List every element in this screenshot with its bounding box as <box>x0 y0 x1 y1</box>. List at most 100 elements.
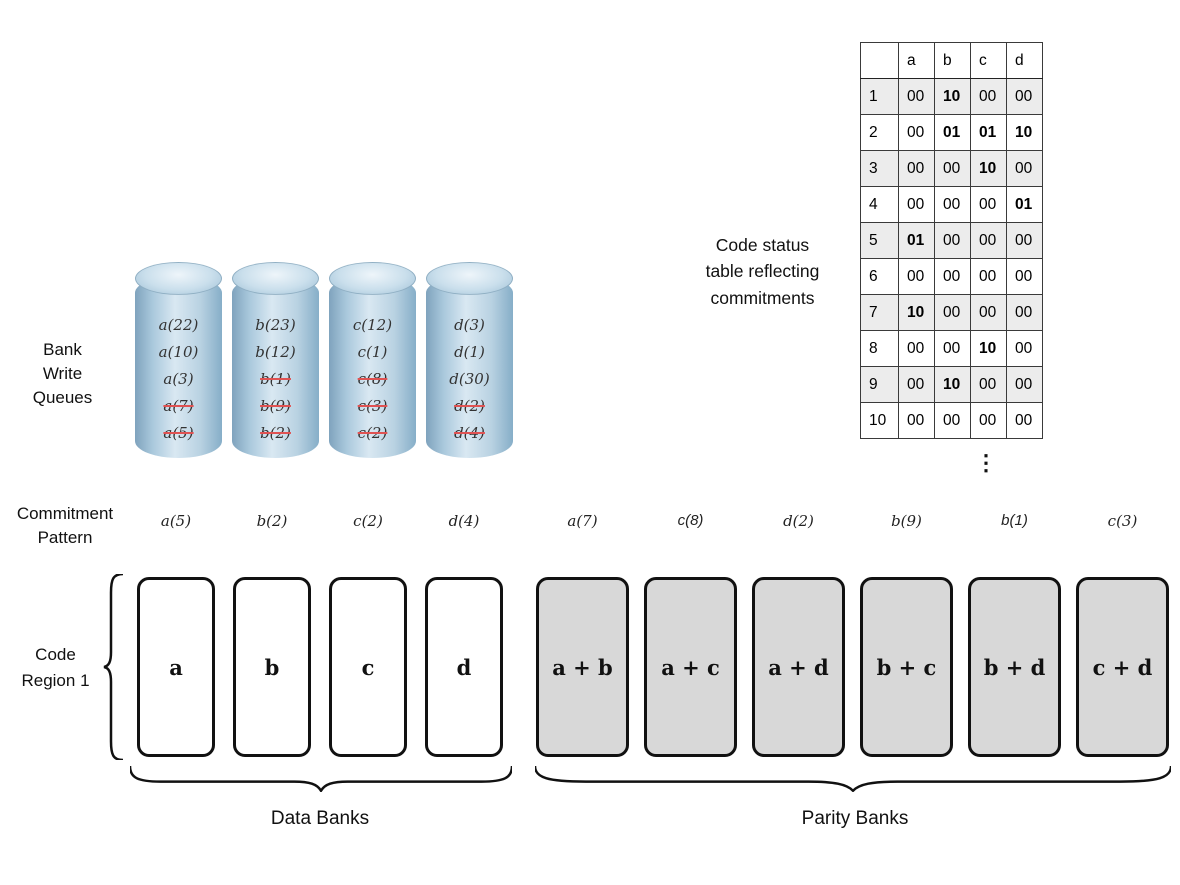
status-cell: 00 <box>934 402 971 439</box>
queue-entry: d(3) <box>454 316 485 334</box>
status-cell: 00 <box>934 294 971 331</box>
data-bank-d: d <box>425 577 503 757</box>
status-cell: 00 <box>970 186 1007 223</box>
queue-entry: b(12) <box>255 343 296 361</box>
status-cell: 00 <box>970 294 1007 331</box>
status-cell: 00 <box>934 186 971 223</box>
status-cell: 00 <box>1006 222 1043 259</box>
status-cell: 00 <box>1006 294 1043 331</box>
commitment-pattern-item: a(5) <box>160 512 192 530</box>
status-cell: 01 <box>1006 186 1043 223</box>
commitment-pattern-item: c(3) <box>1107 512 1138 530</box>
column-header <box>860 42 899 79</box>
commitment-pattern-data-row: a(5) b(2) c(2) d(4) <box>137 512 503 530</box>
status-cell: 10 <box>898 294 935 331</box>
queue-entries: c(12) c(1) c(8) c(3) c(2) <box>329 312 416 447</box>
column-header: a <box>898 42 935 79</box>
commitment-pattern-parity-row: a(7) c(8) d(2) b(9) b(1) c(3) <box>536 512 1169 530</box>
bank-write-queues-label: Bank Write Queues <box>32 340 93 407</box>
queue-cylinder-a: a(22) a(10) a(3) a(7) a(5) <box>135 262 222 458</box>
parity-bank-b+c: b + c <box>860 577 953 757</box>
cylinder-top-icon <box>426 262 513 295</box>
queue-entry: a(7) <box>163 397 194 415</box>
status-cell: 00 <box>970 402 1007 439</box>
status-cell: 00 <box>898 366 935 403</box>
row-label: 6 <box>860 258 899 295</box>
parity-banks-brace <box>535 766 1171 792</box>
commitment-pattern-item: d(2) <box>783 512 814 530</box>
commitment-pattern-label: Commitment Pattern <box>16 504 114 547</box>
queue-cylinder-b: b(23) b(12) b(1) b(9) b(2) <box>232 262 319 458</box>
status-cell: 10 <box>934 366 971 403</box>
data-bank-b: b <box>233 577 311 757</box>
data-bank-c: c <box>329 577 407 757</box>
status-cell: 00 <box>1006 150 1043 187</box>
status-cell: 00 <box>898 150 935 187</box>
status-table-row: 7 10 00 00 00 <box>860 294 1043 331</box>
parity-bank-a+b: a + b <box>536 577 629 757</box>
queue-entry: c(12) <box>352 316 393 334</box>
cylinder-body <box>232 276 319 458</box>
status-table-row: 5 01 00 00 00 <box>860 222 1043 259</box>
status-table-row: 6 00 00 00 00 <box>860 258 1043 295</box>
status-cell: 00 <box>898 402 935 439</box>
queue-entry: a(22) <box>158 316 199 334</box>
parity-bank-c+d: c + d <box>1076 577 1169 757</box>
cylinder-top-icon <box>135 262 222 295</box>
status-table-row: 10 00 00 00 00 <box>860 402 1043 439</box>
queue-cylinder-c: c(12) c(1) c(8) c(3) c(2) <box>329 262 416 458</box>
queue-entry: b(23) <box>255 316 296 334</box>
queue-cylinder-d: d(3) d(1) d(30) d(2) d(4) <box>426 262 513 458</box>
status-cell: 10 <box>1006 114 1043 151</box>
status-cell: 00 <box>898 186 935 223</box>
cylinder-body <box>135 276 222 458</box>
row-label: 5 <box>860 222 899 259</box>
parity-bank-b+d: b + d <box>968 577 1061 757</box>
queue-entries: a(22) a(10) a(3) a(7) a(5) <box>135 312 222 447</box>
status-table-row: 3 00 00 10 00 <box>860 150 1043 187</box>
status-cell: 00 <box>1006 330 1043 367</box>
queue-entry: d(4) <box>454 424 485 442</box>
queue-entry: b(2) <box>260 424 291 442</box>
status-cell: 00 <box>898 114 935 151</box>
queue-entries: d(3) d(1) d(30) d(2) d(4) <box>426 312 513 447</box>
queue-entry: d(1) <box>454 343 485 361</box>
row-label: 8 <box>860 330 899 367</box>
row-label: 7 <box>860 294 899 331</box>
column-header: b <box>934 42 971 79</box>
cylinder-body <box>329 276 416 458</box>
status-cell: 00 <box>898 330 935 367</box>
column-header: d <box>1006 42 1043 79</box>
status-cell: 10 <box>970 150 1007 187</box>
queue-entry: b(1) <box>260 370 291 388</box>
commitment-pattern-item: b(1) <box>1001 512 1028 529</box>
status-table-caption: Code status table reflecting commitments <box>705 235 820 308</box>
status-cell: 10 <box>934 78 971 115</box>
status-cell: 01 <box>934 114 971 151</box>
status-cell: 00 <box>934 258 971 295</box>
table-continuation-ellipsis: ⋮ <box>975 450 997 475</box>
status-cell: 00 <box>1006 258 1043 295</box>
queue-entry: a(10) <box>158 343 199 361</box>
status-cell: 00 <box>970 222 1007 259</box>
queue-entry: d(2) <box>454 397 485 415</box>
queue-entry: a(5) <box>163 424 194 442</box>
queue-entry: c(3) <box>357 397 388 415</box>
cylinder-body <box>426 276 513 458</box>
queue-entry: c(8) <box>357 370 388 388</box>
status-cell: 00 <box>970 78 1007 115</box>
parity-banks-caption: Parity Banks <box>801 808 909 829</box>
status-cell: 01 <box>898 222 935 259</box>
status-cell: 00 <box>1006 366 1043 403</box>
status-cell: 10 <box>970 330 1007 367</box>
queue-entry: c(1) <box>357 343 388 361</box>
data-banks-brace <box>130 766 512 792</box>
status-table-row: 1 00 10 00 00 <box>860 78 1043 115</box>
status-table-body: 1 00 10 00 00 2 00 01 01 10 3 00 00 10 00 4 00 00 00 01 5 01 0… <box>860 78 1043 439</box>
code-region-label: Code Region 1 <box>21 645 90 690</box>
status-table-row: 9 00 10 00 00 <box>860 366 1043 403</box>
